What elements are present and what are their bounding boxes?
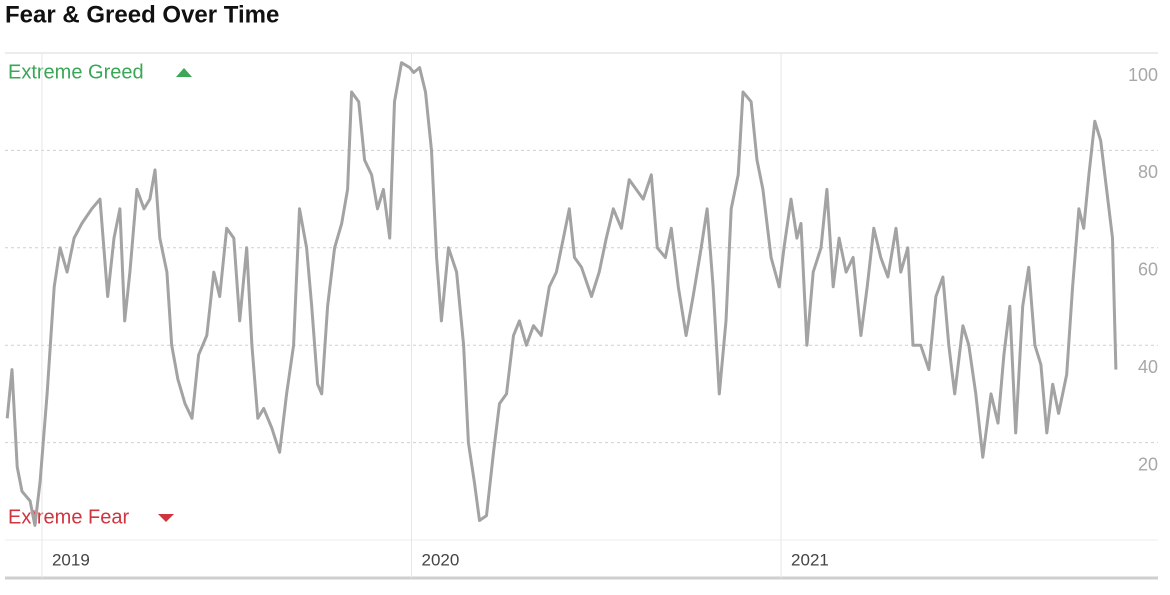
chart-title: Fear & Greed Over Time <box>5 1 279 28</box>
x-tick-label: 2019 <box>52 550 90 569</box>
y-tick-label: 40 <box>1138 357 1158 377</box>
y-tick-label: 60 <box>1138 260 1158 280</box>
x-tick-label: 2020 <box>422 550 460 569</box>
down-triangle-icon <box>158 514 174 522</box>
fear-label: Extreme Fear <box>8 506 129 528</box>
y-tick-label: 80 <box>1138 162 1158 182</box>
y-tick-label: 100 <box>1128 65 1158 85</box>
up-triangle-icon <box>176 68 192 77</box>
greed-label: Extreme Greed <box>8 61 144 83</box>
y-tick-label: 20 <box>1138 454 1158 474</box>
series-line <box>5 61 1118 527</box>
x-tick-label: 2021 <box>791 550 829 569</box>
